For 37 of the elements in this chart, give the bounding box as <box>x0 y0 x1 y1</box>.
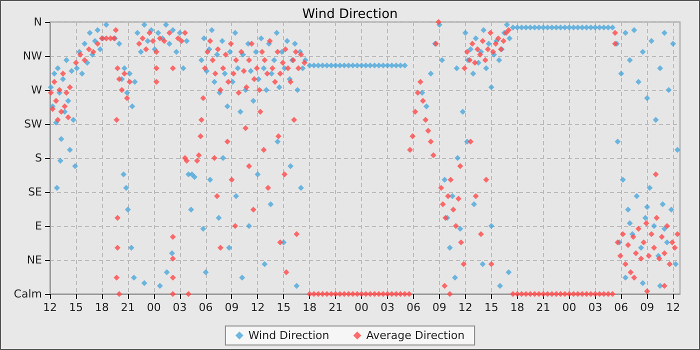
x-tick-label: 12 <box>458 301 472 314</box>
x-tick-label: 03 <box>588 301 602 314</box>
x-tick-label: 03 <box>380 301 394 314</box>
x-tick-label: 18 <box>510 301 524 314</box>
x-tick-label: 06 <box>614 301 628 314</box>
category-label: SW <box>24 118 42 130</box>
x-tick-label: 06 <box>406 301 420 314</box>
x-tick-label: 18 <box>302 301 317 314</box>
category-label: Calm <box>14 288 42 300</box>
x-tick-label: 21 <box>120 301 135 314</box>
x-tick-label: 12 <box>43 301 57 314</box>
x-tick-label: 21 <box>536 301 550 314</box>
x-tick-label: 12 <box>250 301 265 314</box>
x-tick-label: 09 <box>224 301 239 314</box>
x-tick-label: 15 <box>68 301 83 314</box>
x-tick-label: 00 <box>354 301 369 314</box>
x-tick-label: 18 <box>94 301 109 314</box>
x-tick-label: 06 <box>198 301 213 314</box>
legend-label: Average Direction <box>366 329 465 342</box>
x-tick-label: 09 <box>640 301 654 314</box>
category-label: N <box>34 16 42 28</box>
x-tick-label: 12 <box>666 301 680 314</box>
x-tick-label: 03 <box>172 301 187 314</box>
x-tick-label: 21 <box>328 301 343 314</box>
category-label: NW <box>22 50 42 62</box>
category-label: SE <box>28 186 42 198</box>
category-label: NE <box>26 254 42 266</box>
x-tick-label: 00 <box>562 301 576 314</box>
x-tick-label: 00 <box>146 301 161 314</box>
category-label: E <box>35 220 42 232</box>
chart-title: Wind Direction <box>302 7 398 22</box>
category-label: W <box>31 84 42 96</box>
category-label: S <box>35 152 42 164</box>
legend-label: Wind Direction <box>248 329 330 342</box>
x-tick-label: 15 <box>276 301 291 314</box>
x-tick-label: 15 <box>484 301 498 314</box>
x-tick-label: 09 <box>432 301 446 314</box>
